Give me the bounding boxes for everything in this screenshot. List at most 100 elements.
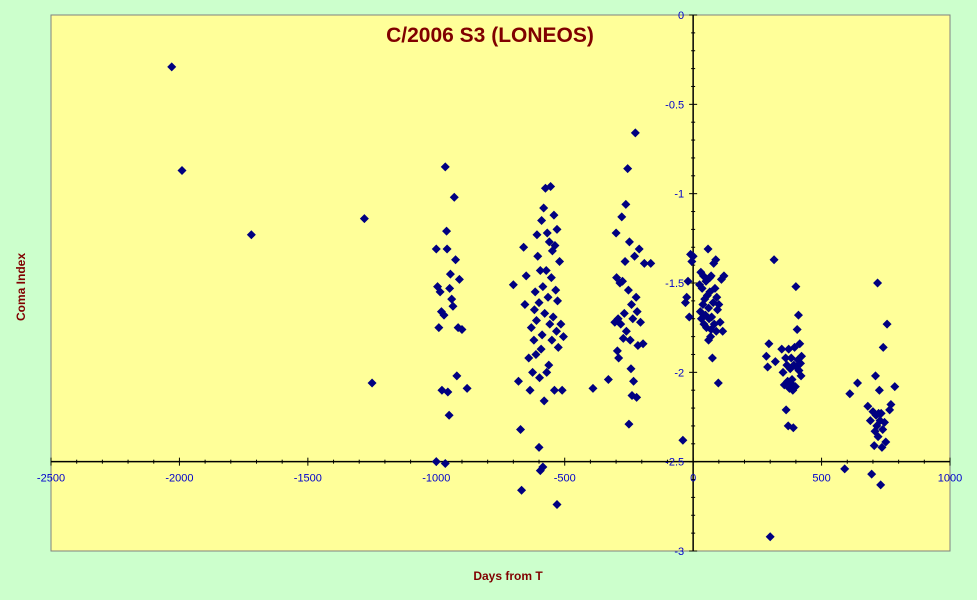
data-point xyxy=(678,435,688,445)
data-point xyxy=(765,532,775,542)
data-point xyxy=(631,292,641,302)
y-tick-label: -0.5 xyxy=(665,99,684,111)
data-point xyxy=(777,344,787,354)
data-point xyxy=(881,437,891,447)
data-point xyxy=(445,269,455,279)
data-point xyxy=(715,317,725,327)
data-point xyxy=(534,298,544,308)
data-point xyxy=(359,214,369,224)
data-point xyxy=(623,164,633,174)
data-point xyxy=(890,382,900,392)
chart-title: C/2006 S3 (LONEOS) xyxy=(386,24,594,47)
data-point xyxy=(552,224,562,234)
data-point xyxy=(588,383,598,393)
data-point xyxy=(707,312,717,322)
data-point xyxy=(451,255,461,265)
data-point xyxy=(547,335,557,345)
x-tick-label: 0 xyxy=(690,473,696,485)
data-point xyxy=(555,257,565,267)
y-tick-label: 0 xyxy=(678,10,684,22)
data-point xyxy=(786,353,796,363)
data-point xyxy=(550,240,560,250)
data-point xyxy=(711,255,721,265)
data-point xyxy=(682,292,692,302)
data-point xyxy=(867,469,877,479)
y-tick-labels: 0 -0.5 -1 -1.5 -2 -2.5 -3 xyxy=(665,10,684,558)
data-point xyxy=(873,278,883,288)
data-point xyxy=(793,310,803,320)
data-point xyxy=(624,419,634,429)
data-point xyxy=(546,182,556,192)
data-point xyxy=(542,228,552,238)
data-point xyxy=(623,285,633,295)
data-point xyxy=(543,292,553,302)
x-tick-label: 500 xyxy=(812,473,830,485)
data-point xyxy=(431,244,441,254)
y-tick-label: -1 xyxy=(674,189,684,201)
data-point xyxy=(521,271,531,281)
data-point xyxy=(513,376,523,386)
data-point xyxy=(618,333,628,343)
data-point xyxy=(878,342,888,352)
data-point xyxy=(880,417,890,427)
data-point xyxy=(712,292,722,302)
data-point xyxy=(639,258,649,268)
data-point xyxy=(697,283,707,293)
data-point xyxy=(177,165,187,175)
data-point xyxy=(646,258,656,268)
data-point xyxy=(704,303,714,313)
data-point xyxy=(533,251,543,261)
data-point xyxy=(705,273,715,283)
data-point xyxy=(638,339,648,349)
data-point xyxy=(548,312,558,322)
data-point xyxy=(621,326,631,336)
data-point xyxy=(517,485,527,495)
data-point xyxy=(787,374,797,384)
data-point xyxy=(840,464,850,474)
data-point xyxy=(790,382,800,392)
data-point xyxy=(544,237,554,247)
data-point xyxy=(619,308,629,318)
data-point xyxy=(853,378,863,388)
x-tick-label: -2000 xyxy=(165,473,193,485)
data-point xyxy=(549,210,559,220)
data-point xyxy=(542,367,552,377)
data-point xyxy=(508,280,518,290)
data-point xyxy=(440,162,450,172)
data-point xyxy=(531,349,541,359)
data-point xyxy=(435,287,445,297)
x-axis-title: Days from T xyxy=(473,569,543,583)
data-point xyxy=(618,276,628,286)
data-point xyxy=(770,357,780,367)
data-point xyxy=(524,353,534,363)
data-point xyxy=(552,500,562,510)
data-point xyxy=(683,276,693,286)
data-point xyxy=(551,326,561,336)
data-point xyxy=(541,265,551,275)
data-point xyxy=(449,192,459,202)
data-point xyxy=(442,244,452,254)
data-point xyxy=(540,308,550,318)
data-point xyxy=(628,314,638,324)
data-point xyxy=(788,423,798,433)
data-point xyxy=(704,335,714,345)
data-point xyxy=(431,457,441,467)
x-tick-label: -1000 xyxy=(422,473,450,485)
data-point xyxy=(519,242,529,252)
data-point xyxy=(778,367,788,377)
data-point xyxy=(553,296,563,306)
y-tick-label: -2 xyxy=(674,367,684,379)
data-point xyxy=(797,351,807,361)
data-point xyxy=(534,442,544,452)
y-axis-title: Coma Index xyxy=(14,253,28,321)
data-point xyxy=(714,299,724,309)
data-point xyxy=(781,353,791,363)
data-point xyxy=(545,319,555,329)
data-point xyxy=(871,371,881,381)
data-point xyxy=(556,319,566,329)
data-point xyxy=(531,316,541,326)
data-point xyxy=(719,271,729,281)
data-point xyxy=(529,335,539,345)
